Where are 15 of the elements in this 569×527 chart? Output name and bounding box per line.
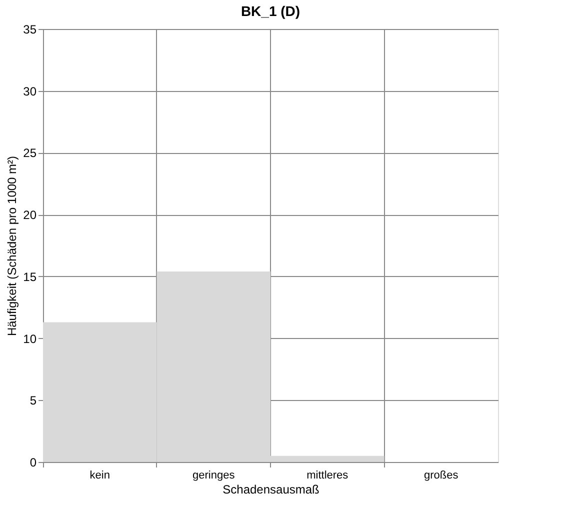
y-axis-title: Häufigkeit (Schäden pro 1000 m²) xyxy=(5,156,20,336)
y-tick-label: 0 xyxy=(30,456,37,470)
x-tick-label: kein xyxy=(90,470,110,482)
y-tick-label: 30 xyxy=(23,84,37,98)
y-tick-label: 15 xyxy=(23,270,37,284)
y-tick-label: 20 xyxy=(23,208,37,222)
y-tick-label: 25 xyxy=(23,146,37,160)
y-tick-label: 35 xyxy=(23,22,37,36)
y-tick-label: 10 xyxy=(23,332,37,346)
x-tick-label: geringes xyxy=(192,470,236,482)
x-tick-label: mittleres xyxy=(306,470,349,482)
x-axis-title: Schadensausmaß xyxy=(222,482,320,496)
chart-title: BK_1 (D) xyxy=(240,3,300,19)
y-tick-label: 5 xyxy=(30,394,37,408)
x-tick-label: großes xyxy=(424,470,459,482)
